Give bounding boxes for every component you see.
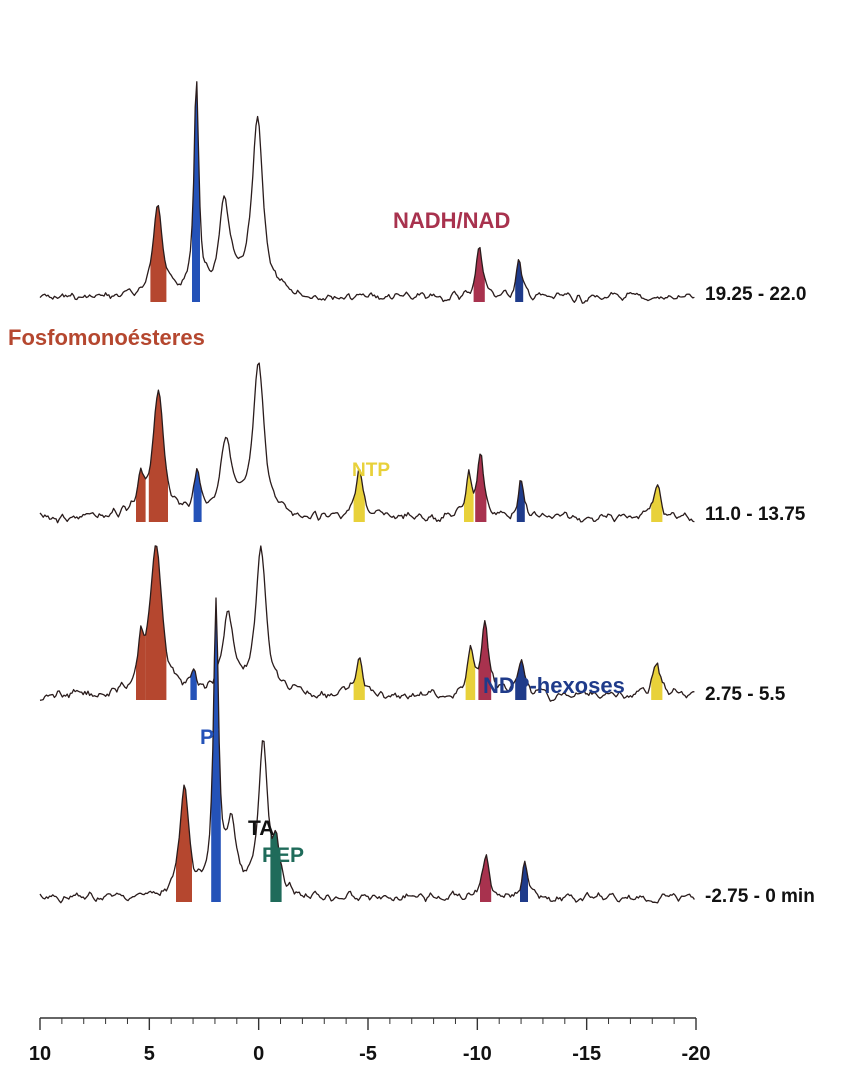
peak-fill-1-5 (473, 247, 485, 302)
x-tick-label-5: -15 (572, 1043, 601, 1065)
peak-fill-1-6 (515, 259, 524, 302)
peak-fill-3-10 (651, 663, 663, 700)
trace-3 (39, 545, 695, 702)
series-label-4: -2.75 - 0 min (705, 886, 815, 907)
annotation-pep: PEP (262, 844, 304, 867)
peak-fill-3-8 (478, 620, 492, 700)
trace-4 (39, 597, 695, 904)
x-tick-label-0: 10 (29, 1043, 51, 1065)
x-axis-ticks: 10 5 0 -5 -10 -15 -20 (29, 1018, 711, 1065)
peak-fill-3-1 (136, 625, 146, 700)
annotation-fosfomono-steres: Fosfomonoésteres (8, 325, 205, 350)
compound-annotations: NADH/NAD Fosfomonoésteres NTP NDP-hexoses Pi… (8, 208, 625, 867)
x-axis: 10 5 0 -5 -10 -15 -20 (29, 1017, 711, 1065)
peak-fill-3-7 (465, 645, 476, 700)
x-tick-label-4: -10 (463, 1043, 492, 1065)
series-label-2: 11.0 - 13.75 (705, 504, 806, 525)
x-tick-label-6: -20 (682, 1043, 711, 1065)
peak-fill-3-2 (145, 545, 167, 700)
annotation-pi: Pi (200, 726, 220, 749)
peak-fill-2-10 (651, 484, 663, 522)
spectra-traces (39, 81, 695, 904)
series-label-3: 2.75 - 5.5 (705, 684, 786, 705)
peak-fill-2-3 (193, 468, 202, 522)
peak-fill-4-5 (270, 828, 282, 902)
trace-1 (39, 81, 695, 304)
annotation-ndp-hexoses: NDP-hexoses (483, 673, 625, 698)
series-label-1: 19.25 - 22.0 (705, 284, 806, 305)
x-tick-label-1: 5 (144, 1043, 155, 1065)
annotation-ntp: NTP (352, 460, 390, 481)
peak-fill-4-7 (520, 861, 528, 902)
x-tick-label-3: -5 (359, 1043, 377, 1065)
peak-fill-4-1 (176, 785, 192, 902)
peak-fill-4-2 (211, 598, 221, 902)
trace-line-3 (39, 545, 695, 702)
peak-fill-3-3 (190, 668, 197, 700)
trace-line-1 (39, 81, 695, 304)
peak-fill-2-2 (148, 390, 168, 522)
trace-line-4 (39, 597, 695, 904)
peak-fill-3-6 (353, 657, 365, 700)
trace-line-2 (39, 362, 695, 524)
x-tick-label-2: 0 (253, 1043, 264, 1065)
series-labels: 19.25 - 22.0 11.0 - 13.75 2.75 - 5.5 -2.75 … (705, 284, 815, 907)
trace-2 (39, 362, 695, 524)
annotation-nadh-nad: NADH/NAD (393, 208, 510, 233)
annotation-ta: TA (248, 817, 274, 840)
